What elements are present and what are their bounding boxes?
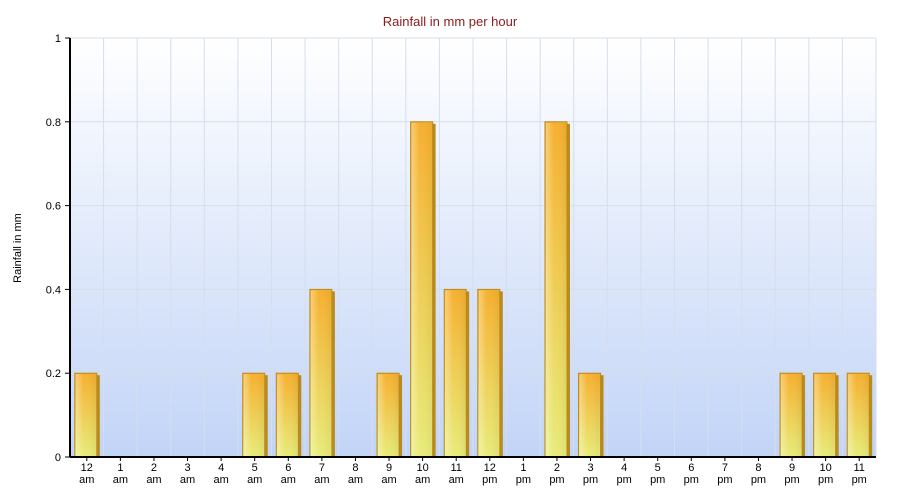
y-tick-label: 0.6 (46, 201, 61, 213)
x-tick-label: am (180, 474, 195, 486)
y-tick-label: 0.4 (46, 284, 61, 296)
x-tick-label: pm (583, 474, 598, 486)
x-tick-label: pm (717, 474, 732, 486)
x-tick-label: 7 (319, 462, 325, 474)
x-tick-label: 1 (117, 462, 123, 474)
x-tick-label: 12 (81, 462, 93, 474)
bar-highlight (277, 374, 298, 456)
x-tick-label: 4 (218, 462, 224, 474)
x-tick-label: pm (650, 474, 665, 486)
x-tick-label: pm (852, 474, 867, 486)
x-tick-label: 5 (252, 462, 258, 474)
x-tick-label: am (247, 474, 262, 486)
x-tick-label: am (314, 474, 329, 486)
x-tick-label: pm (818, 474, 833, 486)
x-tick-label: 2 (151, 462, 157, 474)
bar-highlight (75, 374, 96, 456)
bar-highlight (478, 290, 499, 456)
x-tick-label: 5 (655, 462, 661, 474)
x-tick-label: pm (751, 474, 766, 486)
bar-side (802, 375, 806, 457)
x-tick-label: 8 (755, 462, 761, 474)
x-tick-label: pm (516, 474, 531, 486)
x-tick-label: am (449, 474, 464, 486)
y-tick-label: 0.2 (46, 368, 61, 380)
x-tick-label: 8 (352, 462, 358, 474)
x-tick-labels: 12am1am2am3am4am5am6am7am8am9am10am11am1… (79, 462, 867, 486)
x-tick-label: pm (784, 474, 799, 486)
axes (65, 37, 876, 461)
x-tick-label: am (113, 474, 128, 486)
x-tick-label: 11 (450, 462, 461, 474)
bar-highlight (445, 290, 466, 456)
bar-side (466, 291, 470, 457)
x-tick-label: 10 (820, 462, 832, 474)
bar-highlight (378, 374, 399, 456)
bar-highlight (310, 290, 331, 456)
x-tick-label: 7 (722, 462, 728, 474)
x-tick-label: 9 (386, 462, 392, 474)
bar-highlight (781, 374, 802, 456)
bar-side (264, 375, 268, 457)
x-tick-label: am (281, 474, 296, 486)
x-tick-label: am (348, 474, 363, 486)
x-tick-label: 1 (520, 462, 526, 474)
bars (74, 121, 873, 458)
x-tick-label: 6 (285, 462, 291, 474)
x-tick-label: 10 (417, 462, 429, 474)
x-tick-label: 9 (789, 462, 795, 474)
bar-highlight (579, 374, 600, 456)
bar-side (432, 123, 436, 458)
bar-side (298, 375, 302, 457)
x-tick-label: am (79, 474, 94, 486)
x-tick-label: am (213, 474, 228, 486)
bar-side (600, 375, 604, 457)
y-tick-labels: 0 0.2 0.4 0.6 0.8 1 (46, 33, 61, 464)
x-tick-label: 3 (184, 462, 190, 474)
x-tick-label: am (415, 474, 430, 486)
bar-side (96, 375, 100, 457)
bar-side (566, 123, 570, 458)
x-tick-label: am (146, 474, 161, 486)
x-tick-label: 11 (853, 462, 864, 474)
bar-highlight (814, 374, 835, 456)
bar-side (399, 375, 403, 457)
x-tick-label: 6 (688, 462, 694, 474)
y-tick-label: 1 (55, 33, 61, 45)
chart-title: Rainfall in mm per hour (382, 14, 518, 29)
x-tick-label: pm (616, 474, 631, 486)
x-tick-label: 4 (621, 462, 627, 474)
bar-side (835, 375, 839, 457)
x-tick-label: am (381, 474, 396, 486)
y-tick-label: 0.8 (46, 117, 61, 129)
x-tick-label: 3 (587, 462, 593, 474)
bar-side (331, 291, 335, 457)
bar-highlight (411, 122, 432, 457)
x-tick-label: pm (482, 474, 497, 486)
x-tick-label: 12 (484, 462, 496, 474)
x-tick-label: pm (684, 474, 699, 486)
x-tick-label: pm (549, 474, 564, 486)
bar-highlight (243, 374, 264, 456)
bar-side (499, 291, 503, 457)
bar-highlight (545, 122, 566, 457)
y-tick-label: 0 (55, 452, 61, 464)
bar-highlight (848, 374, 869, 456)
bar-side (869, 375, 873, 457)
x-tick-label: 2 (554, 462, 560, 474)
